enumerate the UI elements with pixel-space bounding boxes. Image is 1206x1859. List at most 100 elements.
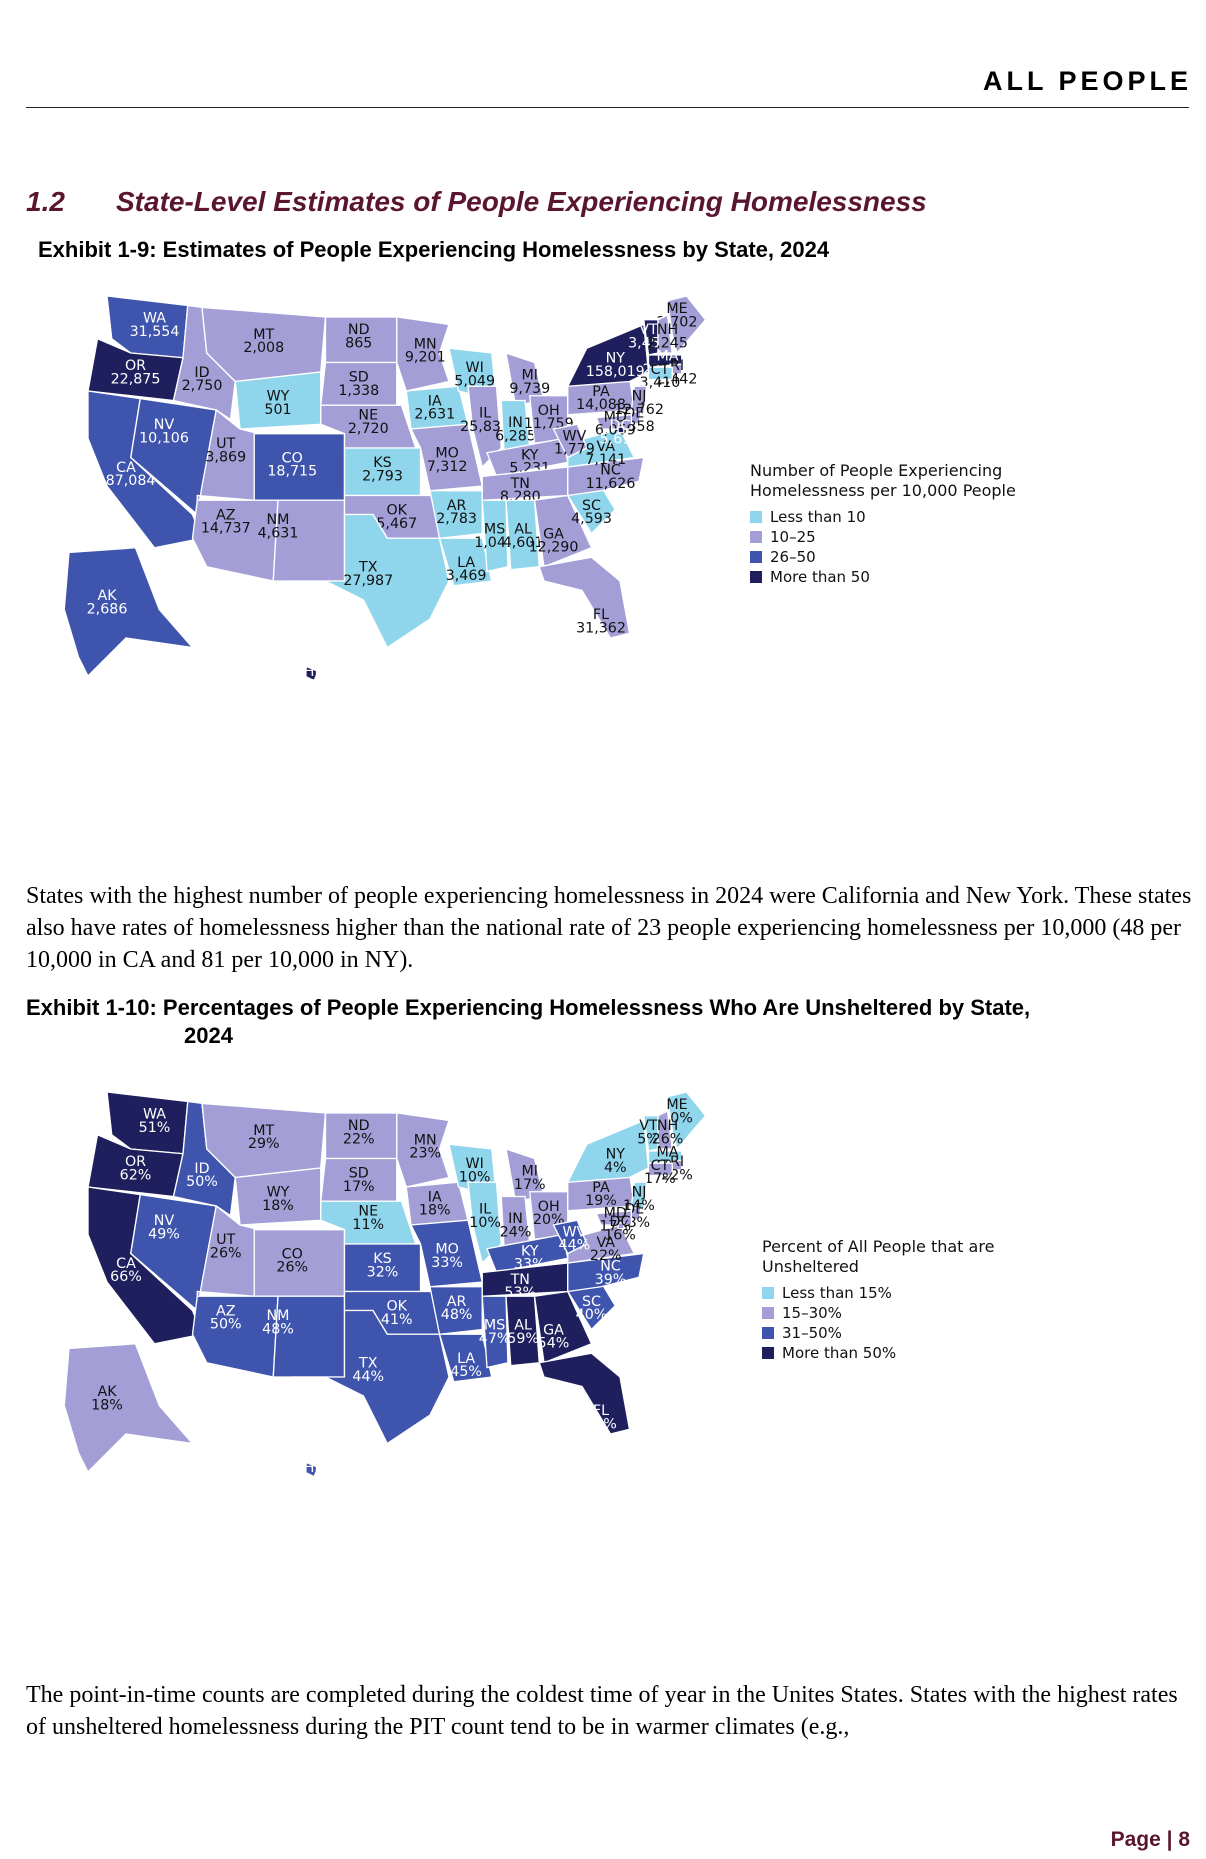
state-label-fl: FL [593, 607, 609, 623]
state-value-ga: 54% [538, 1336, 570, 1352]
state-label-wy: WY [267, 1185, 290, 1201]
state-value-in: 24% [500, 1224, 532, 1240]
legend-item-3: More than 50% [782, 1344, 896, 1362]
state-value-ny: 4% [604, 1160, 627, 1176]
legend-title-line2: Homelessness per 10,000 People [750, 481, 1016, 500]
state-value-ne: 2,720 [348, 421, 389, 437]
state-value-nm: 48% [262, 1321, 294, 1337]
state-value-sd: 17% [343, 1179, 375, 1195]
state-label-ky: KY [521, 1243, 539, 1259]
state-label-nd: ND [348, 1118, 370, 1134]
state-label-or: OR [125, 1154, 146, 1170]
state-label-md: MD [604, 1205, 627, 1221]
state-value-nv: 10,106 [139, 430, 189, 446]
state-ct [647, 366, 673, 381]
state-value-mo: 33% [431, 1255, 463, 1271]
state-value-az: 14,737 [201, 521, 251, 537]
state-ga [533, 1290, 593, 1364]
state-label-dc: DC [610, 418, 631, 434]
state-label-wi: WI [466, 360, 484, 376]
state-value-la: 3,469 [446, 568, 487, 584]
state-label-me: ME [666, 301, 687, 317]
legend-item-3: More than 50 [770, 568, 870, 586]
state-label-ak: AK [97, 588, 117, 604]
state-label-mt: MT [253, 1123, 274, 1139]
state-value-mn: 9,201 [405, 350, 446, 366]
state-label-la: LA [457, 1351, 475, 1367]
state-label-az: AZ [216, 507, 236, 523]
legend-item-0: Less than 15% [782, 1284, 892, 1302]
state-value-pa: 14,088 [576, 397, 626, 413]
state-value-or: 22,875 [111, 371, 161, 387]
state-dc [617, 1222, 625, 1230]
state-value-ut: 26% [210, 1245, 242, 1261]
state-value-nc: 39% [595, 1272, 627, 1288]
state-label-co: CO [282, 1246, 303, 1262]
header-label: ALL PEOPLE [982, 66, 1192, 96]
state-ny [566, 1119, 650, 1184]
state-value-wi: 10% [459, 1169, 491, 1185]
state-value-va: 7,141 [585, 452, 626, 468]
state-label-vt: VT [639, 1118, 658, 1134]
legend-item-0: Less than 10 [770, 508, 866, 526]
state-value-ca: 187,084 [97, 473, 156, 489]
state-label-pa: PA [592, 1180, 610, 1196]
legend-swatch-1 [762, 1307, 774, 1319]
state-dc [617, 426, 625, 434]
legend: Percent of All People that areUnsheltere… [762, 1237, 994, 1362]
state-label-sd: SD [349, 370, 369, 386]
state-label-hi: HI [304, 664, 319, 680]
state-ga [533, 494, 593, 568]
state-label-wa: WA [143, 1107, 166, 1123]
state-value-nv: 49% [148, 1226, 180, 1242]
state-md [595, 1210, 633, 1226]
state-label-il: IL [479, 1202, 491, 1218]
state-label-vt: VT [639, 322, 658, 338]
state-value-id: 2,750 [182, 378, 223, 394]
state-tx [292, 1309, 450, 1445]
header-rule [26, 107, 1189, 108]
state-value-mt: 29% [248, 1136, 280, 1152]
state-value-ny: 158,019 [586, 364, 645, 380]
state-value-wi: 5,049 [454, 373, 495, 389]
state-label-nv: NV [154, 417, 175, 433]
state-label-ct: CT [651, 1158, 670, 1174]
legend-swatch-3 [762, 1347, 774, 1359]
state-fl [538, 1352, 631, 1435]
state-label-ca: CA [116, 460, 136, 476]
state-label-nm: NM [267, 1308, 290, 1324]
state-value-wy: 18% [262, 1198, 294, 1214]
legend-item-1: 15–30% [782, 1304, 842, 1322]
state-value-vt: 5% [637, 1131, 660, 1147]
state-label-fl: FL [593, 1403, 609, 1419]
state-label-wa: WA [143, 311, 166, 327]
map-2-svg: WA51%OR62%CA66%NV49%ID50%MT29%WY18%UT26%… [63, 1091, 994, 1489]
state-value-wa: 51% [139, 1120, 171, 1136]
state-label-ks: KS [373, 1251, 391, 1267]
state-label-in: IN [508, 415, 523, 431]
legend-swatch-2 [750, 551, 762, 563]
legend-title-line1: Percent of All People that are [762, 1237, 994, 1256]
state-label-nh: NH [657, 1118, 678, 1134]
state-value-ga: 12,290 [529, 540, 579, 556]
state-label-ct: CT [651, 362, 670, 378]
state-value-nd: 865 [345, 335, 372, 351]
state-label-mo: MO [435, 446, 459, 462]
state-label-ok: OK [386, 1299, 407, 1315]
state-label-ms: MS [484, 522, 505, 538]
state-value-hi: 11,637 [286, 677, 336, 693]
state-label-mt: MT [253, 327, 274, 343]
state-value-al: 4,601 [503, 535, 544, 551]
state-value-ct: 17% [644, 1171, 676, 1187]
state-label-ca: CA [116, 1256, 136, 1272]
state-nh [657, 1109, 674, 1150]
state-value-sd: 1,338 [338, 383, 379, 399]
state-label-la: LA [457, 555, 475, 571]
state-label-ne: NE [358, 1204, 378, 1220]
state-label-or: OR [125, 358, 146, 374]
legend: Number of People ExperiencingHomelessnes… [750, 461, 1016, 586]
state-me [666, 295, 707, 355]
state-label-pa: PA [592, 384, 610, 400]
state-label-id: ID [194, 1161, 209, 1177]
